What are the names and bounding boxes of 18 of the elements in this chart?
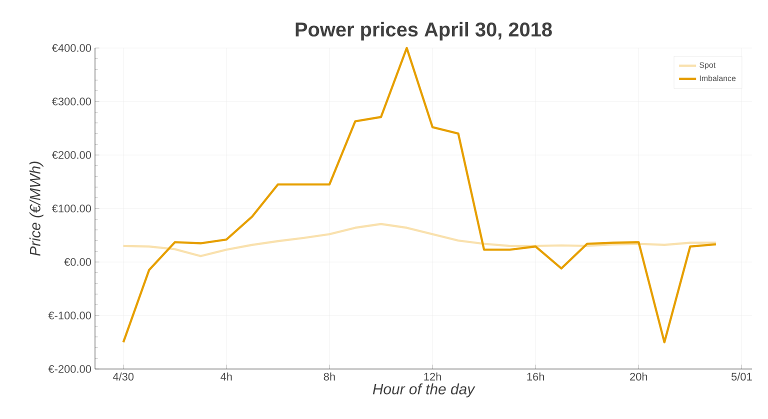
x-tick-label: 4/30 xyxy=(112,372,134,381)
x-tick-label: 5/01 xyxy=(731,372,752,381)
y-tick-label: €0.00 xyxy=(64,258,92,266)
x-tick-label: 12h xyxy=(424,372,441,380)
x-tick-label: 20h xyxy=(630,372,648,381)
y-tick-label: €300.00 xyxy=(52,98,92,106)
y-tick-label: €200.00 xyxy=(52,151,92,159)
y-axis-title: Price (€/MWh) xyxy=(29,162,44,256)
y-tick-label: €400.00 xyxy=(52,44,92,52)
x-tick-label: 4h xyxy=(220,372,232,380)
x-axis-title: Hour of the day xyxy=(372,383,476,398)
line-series xyxy=(122,222,718,258)
x-tick-label: 8h xyxy=(324,372,335,381)
chart-title: Power prices April 30, 2018 xyxy=(296,22,552,41)
x-tick-label: 16h xyxy=(527,372,544,381)
y-tick-label: €-100.00 xyxy=(48,312,92,320)
y-tick-label: €100.00 xyxy=(52,204,92,212)
y-tick-label: €-200.00 xyxy=(48,365,92,373)
